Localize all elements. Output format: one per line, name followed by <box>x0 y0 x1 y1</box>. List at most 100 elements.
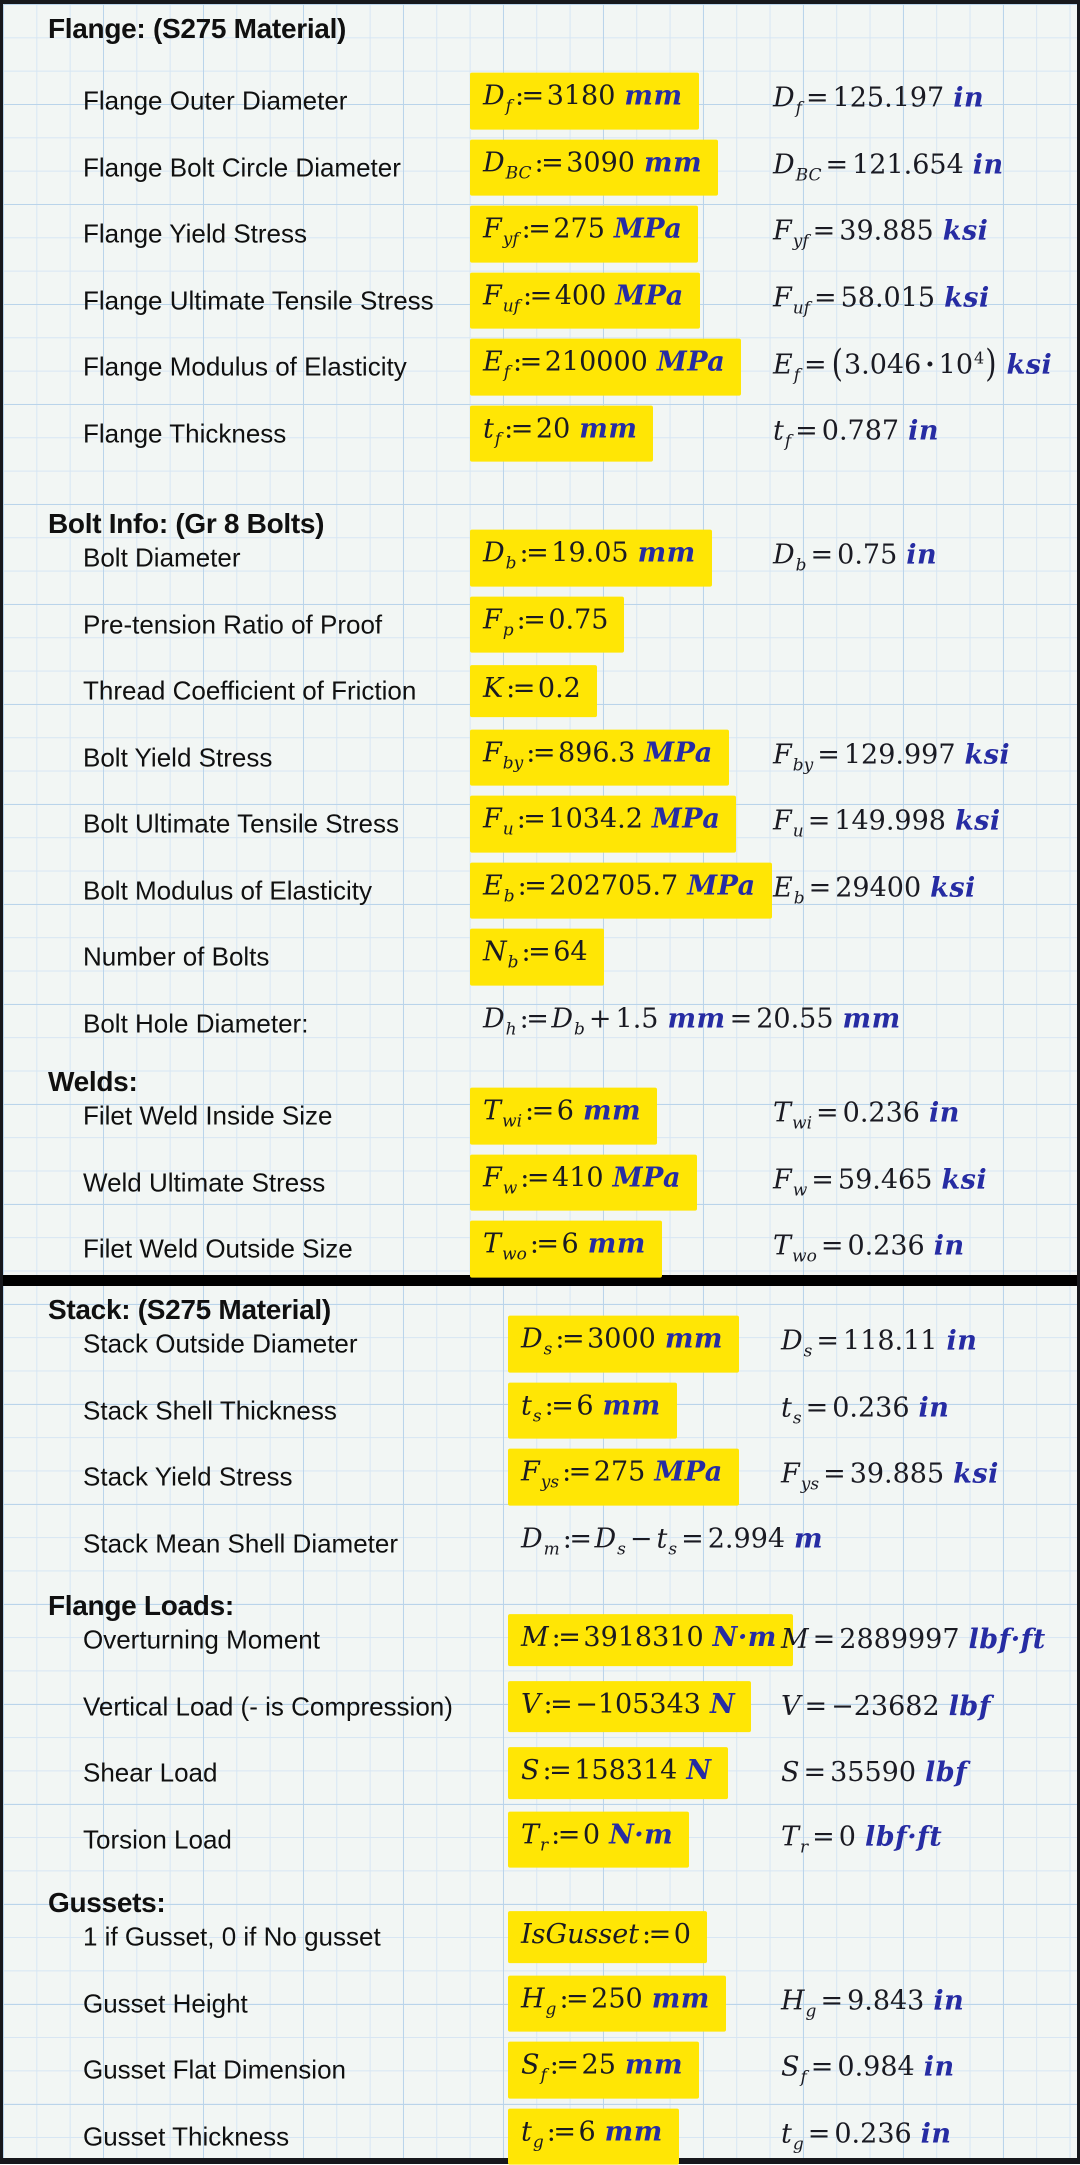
tok-variable: Fyf <box>483 213 519 250</box>
tok-variable: M <box>781 1624 809 1656</box>
math-result[interactable]: tf = 0.787 in <box>773 416 939 451</box>
row-label: Flange Outer Diameter <box>83 85 348 116</box>
tok-variable: V <box>781 1690 801 1722</box>
math-result[interactable]: Two = 0.236 in <box>773 1231 965 1267</box>
math-result[interactable]: Eb = 29400 ksi <box>773 873 976 908</box>
tok-unit: lbf <box>925 1757 968 1789</box>
math-definition[interactable]: K:= 0.2 <box>470 665 597 717</box>
math-definition[interactable]: Nb:= 64 <box>470 928 604 986</box>
tok-unit: ksi <box>930 872 976 904</box>
math-definition[interactable]: Fp:= 0.75 <box>470 596 625 653</box>
tok-number: 400 <box>554 280 607 312</box>
tok-unit: in <box>972 149 1004 181</box>
math-definition[interactable]: M:= 3918310 N·m <box>508 1614 793 1666</box>
math-definition[interactable]: Ds:= 3000 mm <box>508 1315 739 1373</box>
math-definition[interactable]: S:= 158314 N <box>508 1747 728 1799</box>
math-result[interactable]: Fu = 149.998 ksi <box>773 806 1001 842</box>
math-definition[interactable]: tg:= 6 mm <box>508 2108 679 2165</box>
tok-subscript: by <box>502 753 524 774</box>
tok-subscript: p <box>502 620 514 641</box>
tok-operator: = <box>812 1821 835 1853</box>
math-result[interactable]: S = 35590 lbf <box>781 1758 967 1788</box>
tok-unit: in <box>906 539 938 571</box>
math-definition[interactable]: DBC:= 3090 mm <box>470 139 719 196</box>
math-definition[interactable]: Two:= 6 mm <box>470 1220 662 1278</box>
tok-operator: := <box>555 1323 584 1355</box>
math-result[interactable]: Fuf = 58.015 ksi <box>773 283 990 318</box>
tok-operator: := <box>526 737 555 769</box>
math-definition[interactable]: Fu:= 1034.2 MPa <box>470 795 737 853</box>
math-definition[interactable]: IsGusset:= 0 <box>508 1911 707 1963</box>
math-result[interactable]: Fys = 39.885 ksi <box>781 1458 999 1495</box>
row-label: Gusset Height <box>83 1988 248 2018</box>
tok-variable: Hg <box>781 1985 817 2022</box>
tok-variable: Fby <box>773 739 814 776</box>
row-label: 1 if Gusset, 0 if No gusset <box>83 1921 381 1952</box>
tok-number: 3000 <box>587 1323 656 1355</box>
math-result[interactable]: Twi = 0.236 in <box>773 1098 960 1134</box>
math-definition[interactable]: V:= −105343 N <box>508 1680 752 1733</box>
math-result[interactable]: ts = 0.236 in <box>781 1393 949 1428</box>
tok-unit: mm <box>604 2116 663 2148</box>
tok-operator: · <box>925 349 935 381</box>
math-result[interactable]: Tr = 0 lbf·ft <box>781 1822 942 1857</box>
math-result[interactable]: Fby = 129.997 ksi <box>773 740 1010 775</box>
math-definition[interactable]: Hg:= 250 mm <box>508 1975 726 2032</box>
math-result[interactable]: Sf = 0.984 in <box>781 2051 955 2088</box>
math-result[interactable]: Fyf = 39.885 ksi <box>773 216 988 252</box>
math-result[interactable]: Db = 0.75 in <box>773 539 938 576</box>
tok-unit: in <box>953 82 985 114</box>
tok-subscript: by <box>792 755 814 776</box>
math-definition[interactable]: Db:= 19.05 mm <box>470 529 712 587</box>
tok-subscript: u <box>792 821 804 842</box>
row-label: Flange Modulus of Elasticity <box>83 351 407 382</box>
tok-number: 0 <box>838 1821 856 1853</box>
math-definition[interactable]: Sf:= 25 mm <box>508 2041 700 2099</box>
tok-number: −23682 <box>831 1690 940 1722</box>
math-result[interactable]: Fw = 59.465 ksi <box>773 1165 987 1200</box>
tok-unit: N·m <box>609 1819 674 1851</box>
tok-subscript: u <box>502 819 514 840</box>
tok-operator: := <box>520 1162 549 1194</box>
math-definition[interactable]: tf:= 20 mm <box>470 405 654 462</box>
math-result[interactable]: Ef = (3.046 · 104) ksi <box>773 343 1052 386</box>
math-result[interactable]: M = 2889997 lbf·ft <box>781 1625 1046 1655</box>
tok-subscript: BC <box>505 163 532 184</box>
math-result[interactable]: DBC = 121.654 in <box>773 150 1004 185</box>
tok-exponent: 4 <box>974 348 985 368</box>
tok-subscript: b <box>507 952 519 973</box>
tok-variable: tg <box>781 2118 804 2155</box>
tok-number: 250 <box>591 1983 643 2015</box>
math-definition[interactable]: Fw:= 410 MPa <box>470 1154 698 1211</box>
math-result[interactable]: Hg = 9.843 in <box>781 1986 964 2021</box>
math-definition[interactable]: Dh:= Db +1.5 mm = 20.55 mm <box>470 995 917 1052</box>
math-result[interactable]: Ds = 118.11 in <box>781 1325 977 1362</box>
tok-operator: = <box>816 1325 840 1357</box>
math-definition[interactable]: Ef:= 210000 MPa <box>470 338 742 396</box>
math-definition[interactable]: Fys:= 275 MPa <box>508 1448 739 1506</box>
tok-unit: MPa <box>651 803 721 835</box>
math-result[interactable]: Df = 125.197 in <box>773 82 985 119</box>
tok-number: 0.984 <box>837 2051 915 2083</box>
math-definition[interactable]: Dm:= Ds − ts = 2.994 m <box>508 1515 839 1572</box>
tok-operator: := <box>559 1983 588 2015</box>
math-definition[interactable]: Twi:= 6 mm <box>470 1087 658 1145</box>
math-definition[interactable]: ts:= 6 mm <box>508 1382 677 1439</box>
math-definition[interactable]: Df:= 3180 mm <box>470 72 699 130</box>
math-result[interactable]: V = −23682 lbf <box>781 1690 991 1722</box>
tok-number: 3090 <box>566 147 635 179</box>
math-definition[interactable]: Tr:= 0 N·m <box>508 1811 690 1868</box>
tok-subscript: r <box>800 1837 809 1858</box>
tok-subscript: f <box>795 98 802 119</box>
math-definition[interactable]: Fyf:= 275 MPa <box>470 205 699 263</box>
tok-operator: = <box>823 1458 846 1490</box>
tok-unit: MPa <box>654 1456 723 1488</box>
tok-operator: := <box>519 537 549 569</box>
section-title-flange: Flange: (S275 Material) <box>48 13 347 44</box>
math-definition[interactable]: Fby:= 896.3 MPa <box>470 729 729 786</box>
math-definition[interactable]: Fuf:= 400 MPa <box>470 272 700 329</box>
tok-operator: := <box>516 803 546 835</box>
tok-variable: tf <box>483 413 502 450</box>
math-result[interactable]: tg = 0.236 in <box>781 2119 952 2154</box>
math-definition[interactable]: Eb:= 202705.7 MPa <box>470 862 772 919</box>
